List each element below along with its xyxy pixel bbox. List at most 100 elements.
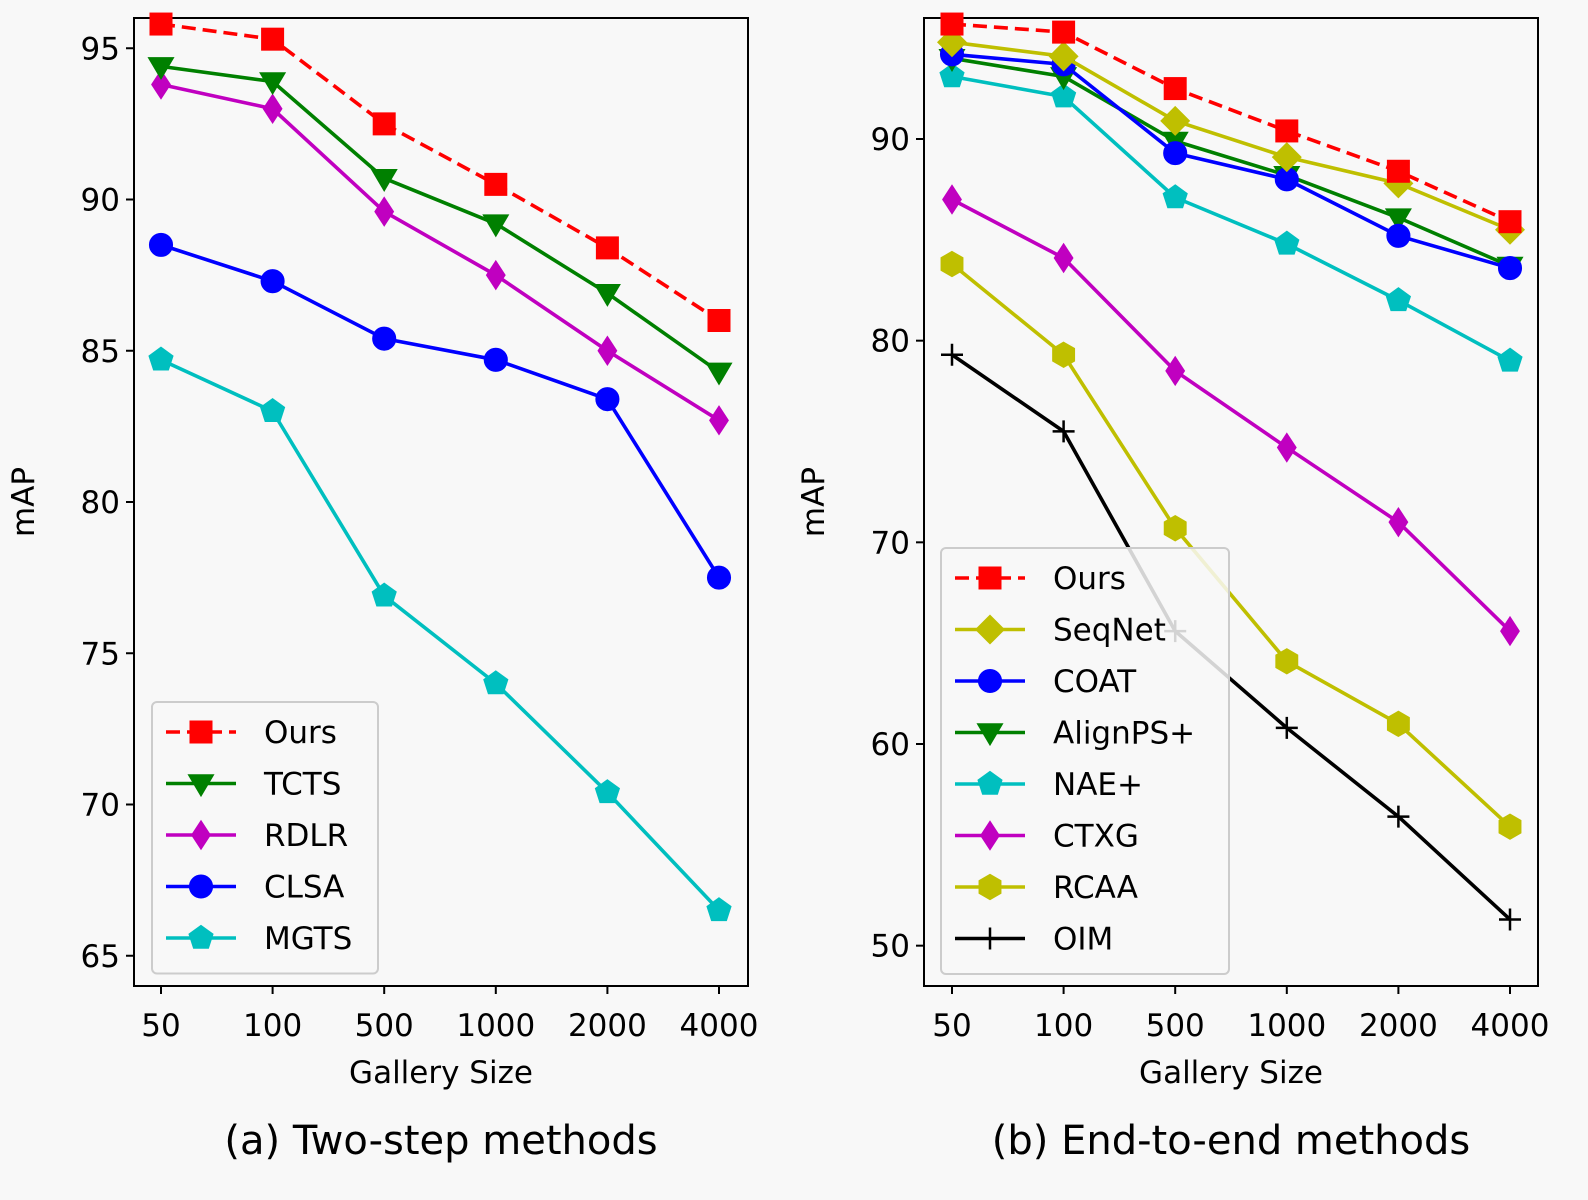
data-point-tcts — [593, 283, 621, 307]
y-tick-label: 50 — [871, 929, 910, 965]
data-point-rcaa — [1275, 648, 1299, 675]
data-point-ours — [707, 309, 731, 332]
series-line-ours — [951, 22, 1511, 224]
x-tick-label: 4000 — [680, 1008, 759, 1044]
data-point-ours — [595, 236, 619, 260]
y-tick-label: 90 — [871, 122, 910, 158]
data-point-clsa — [148, 232, 174, 257]
data-point-oim — [1052, 420, 1075, 443]
legend-label-seqnet: SeqNet — [1053, 613, 1166, 649]
data-point-tcts — [705, 362, 733, 386]
data-point-ctxg — [942, 184, 962, 215]
data-point-mgts — [483, 670, 509, 695]
legend: Ours SeqNet COAT AlignPS+ NAE+ CTXG RCAA OIM — [940, 547, 1230, 975]
x-axis-label: Gallery Size — [1139, 1055, 1323, 1091]
data-point-ours — [372, 112, 396, 136]
data-point-nae — [939, 63, 965, 88]
legend-label-mgts: MGTS — [264, 921, 352, 957]
legend-label-ctxg: CTXG — [1053, 819, 1139, 855]
legend-marker-rdlr — [191, 819, 211, 851]
data-point-mgts — [594, 779, 621, 804]
x-tick-label: 1000 — [456, 1008, 535, 1044]
legend-marker-mgts — [188, 924, 214, 949]
data-point-clsa — [706, 565, 732, 590]
data-point-rcaa — [1052, 341, 1076, 369]
legend-marker-clsa — [188, 874, 214, 899]
data-point-clsa — [595, 387, 620, 412]
y-tick-label: 70 — [871, 525, 910, 561]
data-point-rcaa — [1498, 813, 1522, 840]
data-point-oim — [941, 343, 963, 366]
data-point-rdlr — [709, 405, 729, 436]
legend-label-clsa: CLSA — [264, 870, 344, 906]
series-line-tcts — [160, 64, 721, 374]
series-line-clsa — [160, 243, 721, 579]
series-tcts — [147, 57, 733, 386]
data-point-ctxg — [1053, 242, 1074, 274]
legend-label-rcaa: RCAA — [1053, 870, 1138, 906]
series-clsa — [148, 232, 732, 590]
data-point-mgts — [706, 897, 732, 922]
data-point-seqnet — [1048, 41, 1079, 72]
legend-box — [940, 547, 1230, 975]
data-point-ours — [1052, 20, 1076, 44]
x-tick-label: 2000 — [568, 1008, 647, 1044]
data-point-tcts — [259, 72, 287, 96]
legend-label-ours: Ours — [264, 715, 337, 751]
data-point-rdlr — [262, 93, 283, 124]
y-tick-label: 90 — [81, 183, 120, 219]
series-line-ours — [160, 22, 720, 323]
data-point-rdlr — [597, 335, 618, 366]
legend-marker-oim — [979, 927, 1001, 950]
series-ours — [149, 12, 731, 332]
series-mgts — [148, 346, 732, 922]
legend-marker-alignps — [976, 723, 1004, 747]
data-point-ours — [940, 12, 964, 36]
legend-label-coat: COAT — [1053, 664, 1137, 700]
data-point-nae — [1274, 230, 1300, 255]
data-point-ours — [149, 12, 173, 36]
series-ours — [940, 12, 1522, 234]
data-point-alignps — [1384, 208, 1412, 232]
data-point-ctxg — [1388, 506, 1409, 538]
data-point-rdlr — [151, 69, 171, 100]
series-rdlr — [151, 69, 729, 436]
data-point-tcts — [147, 57, 175, 81]
data-point-nae — [1050, 83, 1077, 108]
y-tick-label: 60 — [871, 727, 910, 763]
series-line-mgts — [160, 358, 721, 912]
data-point-seqnet — [1271, 142, 1302, 173]
x-tick-label: 1000 — [1247, 1008, 1326, 1044]
legend-marker-ctxg — [980, 820, 1000, 851]
series-line-rcaa — [950, 262, 1512, 829]
legend-box — [151, 701, 379, 975]
data-point-ctxg — [1165, 355, 1186, 387]
y-tick-label: 85 — [81, 334, 120, 370]
legend-label-nae: NAE+ — [1053, 767, 1143, 803]
legend-label-oim: OIM — [1053, 922, 1113, 958]
series-line-coat — [951, 52, 1511, 270]
data-point-ctxg — [1500, 615, 1520, 647]
legend-marker-nae — [977, 770, 1003, 795]
data-point-ours — [1275, 119, 1299, 143]
x-tick-label: 50 — [141, 1008, 180, 1044]
data-point-ours — [1163, 77, 1187, 101]
series-seqnet — [936, 27, 1526, 245]
data-point-rdlr — [485, 259, 506, 291]
series-line-nae — [951, 74, 1511, 363]
data-point-rcaa — [940, 250, 964, 278]
data-point-ours — [261, 27, 285, 51]
legend-label-tcts: TCTS — [263, 767, 341, 803]
data-point-ctxg — [1276, 432, 1297, 463]
data-point-mgts — [371, 582, 397, 607]
series-ctxg — [942, 184, 1520, 647]
chart-panel-end-to-end: 50 60 70 80 90 50 100 500 1000 2000 4000 Gallery Si… — [796, 12, 1549, 1091]
data-point-oim — [1499, 908, 1521, 931]
legend-marker-ours — [978, 566, 1002, 590]
y-tick-label: 75 — [81, 636, 120, 672]
x-tick-label: 500 — [1146, 1008, 1205, 1044]
x-axis-label: Gallery Size — [349, 1055, 533, 1091]
data-point-coat — [1497, 256, 1523, 281]
data-point-clsa — [372, 326, 397, 351]
data-point-mgts — [148, 346, 174, 371]
